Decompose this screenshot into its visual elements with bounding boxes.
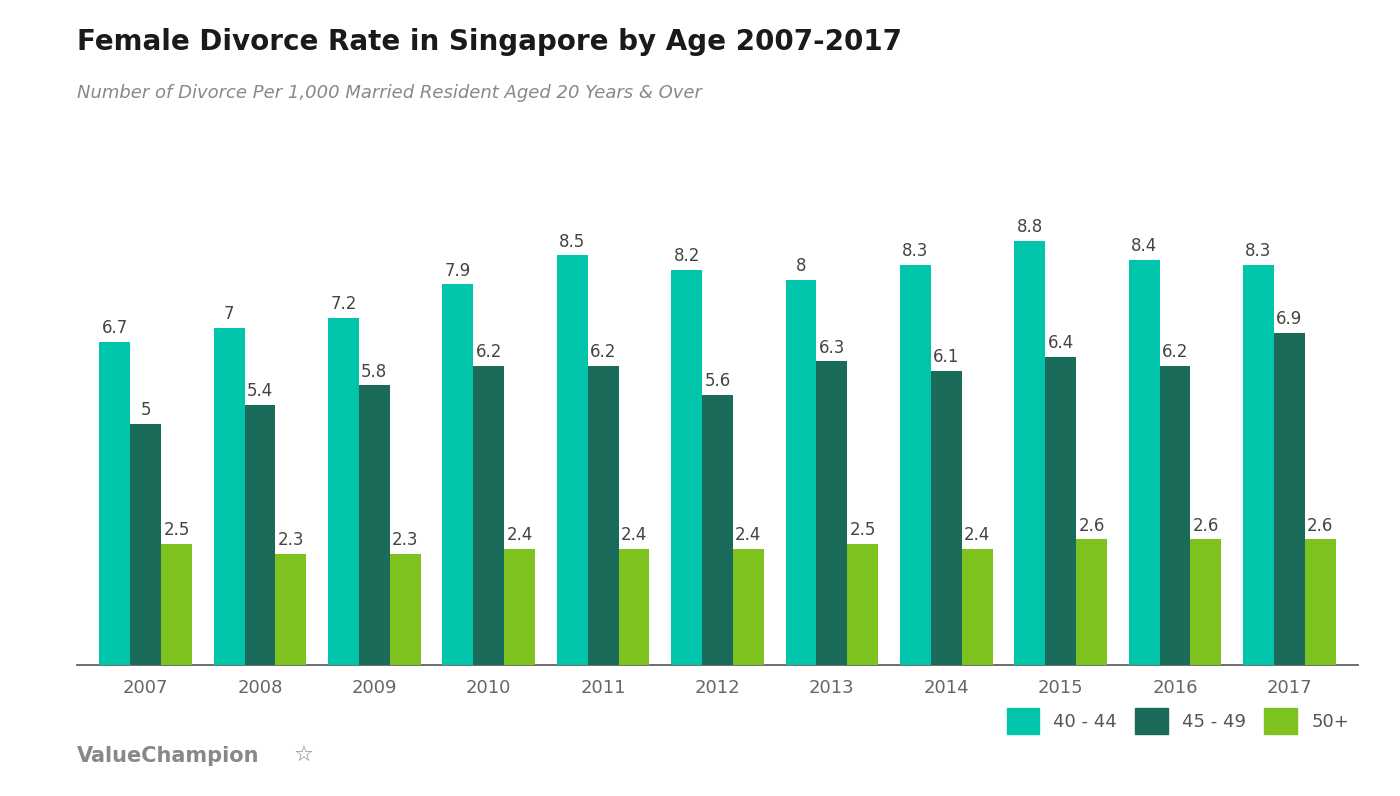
Bar (389, 554, 420, 665)
Bar (1015, 241, 1046, 665)
Text: 2.5: 2.5 (164, 521, 189, 540)
Text: 2.3: 2.3 (392, 531, 419, 549)
Text: 2.4: 2.4 (507, 526, 533, 544)
Text: 5.4: 5.4 (246, 382, 273, 400)
Text: Number of Divorce Per 1,000 Married Resident Aged 20 Years & Over: Number of Divorce Per 1,000 Married Resi… (77, 84, 701, 102)
Bar (816, 361, 847, 665)
Text: 7.2: 7.2 (330, 295, 357, 314)
Text: 7.9: 7.9 (445, 262, 470, 279)
Text: 8.3: 8.3 (1246, 242, 1271, 260)
Bar (900, 265, 931, 665)
Text: 2.6: 2.6 (1193, 517, 1219, 535)
Text: 2.3: 2.3 (277, 531, 304, 549)
Bar (1274, 333, 1305, 665)
Text: 6.4: 6.4 (1047, 334, 1074, 352)
Bar (1128, 260, 1159, 665)
Text: 5: 5 (140, 401, 151, 419)
Text: 2.4: 2.4 (965, 526, 990, 544)
Text: 8: 8 (795, 257, 806, 275)
Text: 2.6: 2.6 (1308, 517, 1333, 535)
Bar (1046, 357, 1077, 665)
Text: 8.5: 8.5 (559, 232, 585, 251)
Bar (1243, 265, 1274, 665)
Bar (1305, 540, 1336, 665)
Bar (1077, 540, 1107, 665)
Bar (734, 549, 764, 665)
Text: 2.4: 2.4 (735, 526, 762, 544)
Legend: 40 - 44, 45 - 49, 50+: 40 - 44, 45 - 49, 50+ (1007, 708, 1350, 734)
Text: 2.4: 2.4 (620, 526, 647, 544)
Bar (161, 544, 192, 665)
Bar (328, 318, 358, 665)
Text: 6.2: 6.2 (1162, 343, 1189, 361)
Text: 6.2: 6.2 (476, 343, 503, 361)
Text: 8.2: 8.2 (673, 247, 700, 265)
Bar (473, 366, 504, 665)
Bar (588, 366, 619, 665)
Text: 6.2: 6.2 (589, 343, 616, 361)
Bar (671, 270, 701, 665)
Text: 6.9: 6.9 (1277, 310, 1302, 328)
Bar (701, 395, 734, 665)
Bar (1190, 540, 1221, 665)
Bar (785, 279, 816, 665)
Text: 5.6: 5.6 (704, 373, 731, 390)
Text: 5.8: 5.8 (361, 363, 388, 380)
Text: ☆: ☆ (294, 746, 314, 766)
Text: 7: 7 (224, 305, 234, 323)
Bar (99, 342, 130, 665)
Text: 2.6: 2.6 (1078, 517, 1105, 535)
Bar (847, 544, 878, 665)
Text: 2.5: 2.5 (850, 521, 876, 540)
Text: 8.8: 8.8 (1016, 218, 1043, 236)
Bar (931, 371, 962, 665)
Bar (619, 549, 650, 665)
Bar (214, 328, 245, 665)
Bar (1159, 366, 1190, 665)
Bar (245, 404, 276, 665)
Bar (130, 424, 161, 665)
Bar (557, 256, 588, 665)
Bar (962, 549, 993, 665)
Text: 6.3: 6.3 (819, 338, 846, 357)
Bar (504, 549, 535, 665)
Bar (358, 385, 389, 665)
Bar (442, 284, 473, 665)
Text: 8.3: 8.3 (902, 242, 928, 260)
Text: 8.4: 8.4 (1131, 237, 1158, 256)
Bar (276, 554, 307, 665)
Text: ValueChampion: ValueChampion (77, 746, 259, 766)
Text: 6.7: 6.7 (102, 319, 127, 338)
Text: 6.1: 6.1 (932, 348, 959, 366)
Text: Female Divorce Rate in Singapore by Age 2007-2017: Female Divorce Rate in Singapore by Age … (77, 28, 902, 56)
